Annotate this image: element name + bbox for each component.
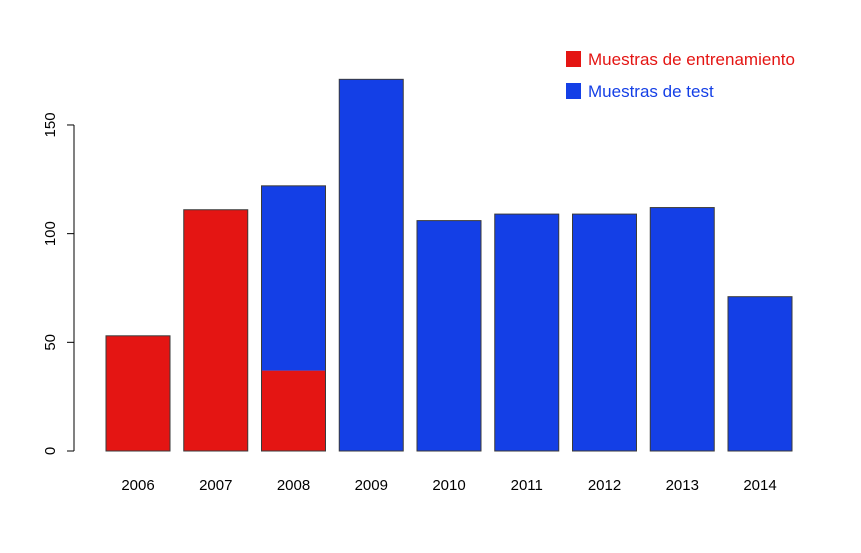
bar-2011-series-2 (494, 214, 559, 451)
x-tick-label-2006: 2006 (121, 477, 154, 494)
bars-layer (105, 78, 793, 452)
legend: Muestras de entrenamiento Muestras de tes… (566, 50, 795, 101)
bar-2013-series-2 (650, 207, 715, 451)
x-tick-label-2009: 2009 (355, 477, 388, 494)
y-tick-label-100: 100 (42, 221, 59, 246)
x-tick-label-2012: 2012 (588, 477, 621, 494)
y-tick-label-150: 150 (42, 112, 59, 137)
bar-outline-2013 (649, 207, 715, 452)
bar-2006-series-1 (106, 335, 170, 451)
bar-outline-2009 (338, 78, 404, 452)
legend-swatch-1 (566, 51, 581, 67)
bar-2008-series-1 (261, 370, 326, 451)
bar-2012-series-2 (572, 214, 637, 451)
bar-outline-2011 (494, 213, 560, 452)
bar-2010-series-2 (417, 220, 481, 451)
bar-2009-series-2 (339, 79, 404, 452)
y-tick-label-0: 0 (42, 447, 59, 455)
x-tick-label-2007: 2007 (199, 477, 232, 494)
x-tick-label-2014: 2014 (743, 477, 776, 494)
x-tick-label-2013: 2013 (666, 477, 699, 494)
x-axis: 2006 2007 2008 2009 2010 2011 2012 2013 2014 (121, 477, 776, 494)
legend-label-2: Muestras de test (588, 82, 714, 101)
bar-2014-series-2 (728, 296, 792, 451)
y-tick-label-50: 50 (42, 334, 59, 351)
bar-outline-2012 (572, 213, 637, 452)
bar-outline-2007 (183, 209, 249, 452)
bar-2008-series-2 (261, 185, 326, 371)
legend-label-1: Muestras de entrenamiento (588, 50, 795, 69)
bar-outline-2014 (727, 296, 793, 452)
legend-swatch-2 (566, 83, 581, 99)
x-tick-label-2011: 2011 (511, 477, 543, 494)
y-axis: 0 50 100 150 (42, 112, 75, 455)
x-tick-label-2008: 2008 (277, 477, 310, 494)
bar-outline-2006 (105, 335, 171, 452)
bar-outline-2010 (416, 220, 482, 452)
bar-outline-2008 (261, 185, 326, 452)
x-tick-label-2010: 2010 (432, 477, 465, 494)
bar-2007-series-1 (183, 209, 248, 451)
